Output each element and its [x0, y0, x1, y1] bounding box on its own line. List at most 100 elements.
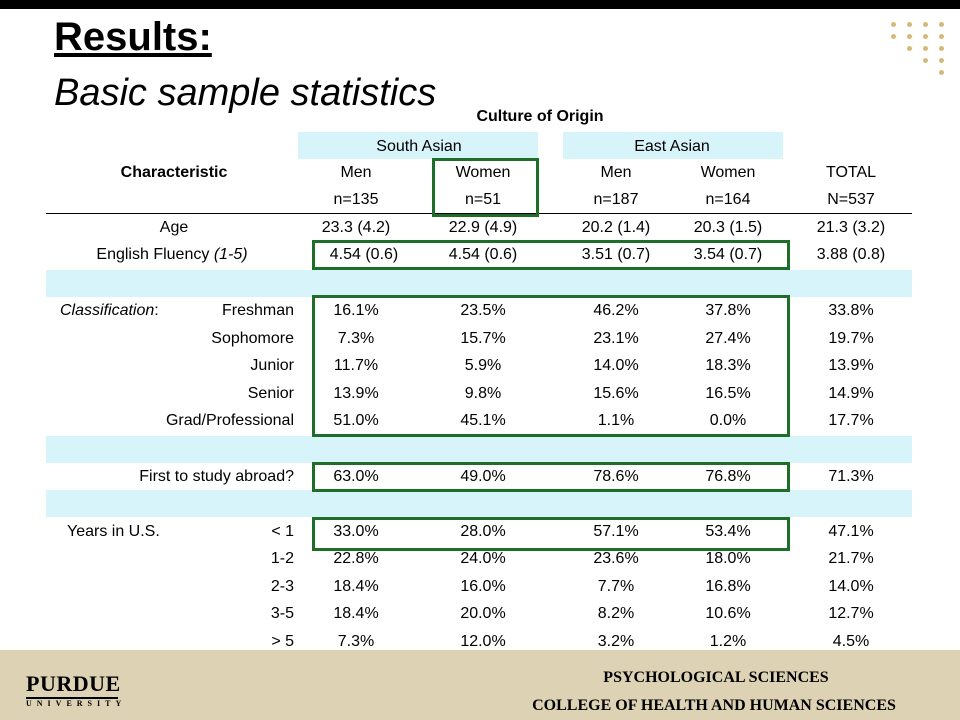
table-cell: 9.8%: [464, 385, 502, 402]
highlight-box-years-under-1: [312, 517, 790, 551]
section-band: [46, 270, 912, 297]
table-cell: 71.3%: [828, 468, 874, 485]
table-cell: 18.4%: [333, 578, 379, 595]
table-cell: 14.0%: [828, 578, 874, 595]
table-cell: 24.0%: [460, 550, 506, 567]
table-cell: 78.6%: [593, 468, 639, 485]
row-label: First to study abroad?: [139, 468, 294, 485]
row-label: Grad/Professional: [165, 412, 294, 429]
table-cell: 14.9%: [828, 385, 874, 402]
col-header: Women: [455, 164, 511, 181]
table-cell: 8.2%: [597, 605, 635, 622]
highlight-box-english-fluency: [312, 240, 790, 270]
col-header: Men: [600, 164, 632, 181]
table-cell: 49.0%: [460, 468, 506, 485]
table-cell: 46.2%: [593, 302, 639, 319]
highlight-box-first-abroad: [312, 462, 790, 492]
table-cell: 45.1%: [460, 412, 506, 429]
table-cell: 3.54 (0.7): [693, 246, 763, 263]
table-cell: 16.0%: [460, 578, 506, 595]
row-label: 3-5: [270, 605, 294, 622]
table-cell: 15.6%: [593, 385, 639, 402]
table-cell: 33.8%: [828, 302, 874, 319]
table-cell: 0.0%: [709, 412, 747, 429]
col-header: Men: [340, 164, 372, 181]
table-cell: 16.8%: [705, 578, 751, 595]
table-cell: 20.2 (1.4): [581, 219, 651, 236]
table-cell: 10.6%: [705, 605, 751, 622]
row-label: < 1: [271, 523, 294, 540]
table-cell: 4.54 (0.6): [448, 246, 518, 263]
col-n: n=187: [593, 191, 639, 208]
table-cell: 14.0%: [593, 357, 639, 374]
table-cell: 4.5%: [832, 633, 870, 650]
table-cell: 7.3%: [337, 330, 375, 347]
section-band: [46, 490, 912, 517]
table-cell: 33.0%: [333, 523, 379, 540]
table-cell: 76.8%: [705, 468, 751, 485]
table-cell: 63.0%: [333, 468, 379, 485]
row-label-english-fluency: English Fluency (1-5): [96, 246, 248, 263]
table-cell: 23.1%: [593, 330, 639, 347]
college-name: COLLEGE OF HEALTH AND HUMAN SCIENCES: [532, 697, 896, 714]
table-cell: 3.88 (0.8): [816, 246, 886, 263]
group-label-classification: Classification:: [60, 302, 159, 319]
table-cell: 12.0%: [460, 633, 506, 650]
group-label-years: Years in U.S.: [67, 523, 160, 540]
table-cell: 28.0%: [460, 523, 506, 540]
table-cell: 37.8%: [705, 302, 751, 319]
table-cell: 53.4%: [705, 523, 751, 540]
table-cell: 11.7%: [333, 357, 379, 374]
table-cell: 18.3%: [705, 357, 751, 374]
footer-bar: [0, 650, 960, 720]
culture-header: Culture of Origin: [476, 108, 604, 125]
purdue-logo: PURDUE UNIVERSITY: [26, 671, 127, 708]
section-band: [46, 436, 912, 463]
row-label: Senior: [247, 385, 294, 402]
table-cell: 23.3 (4.2): [321, 219, 391, 236]
table-cell: 16.5%: [705, 385, 751, 402]
table-cell: 17.7%: [828, 412, 874, 429]
group-east-asian: East Asian: [634, 138, 710, 155]
row-label-age: Age: [159, 219, 189, 236]
table-cell: 57.1%: [593, 523, 639, 540]
slide-subtitle: Basic sample statistics: [54, 72, 437, 114]
table-cell: 20.0%: [460, 605, 506, 622]
table-cell: 3.2%: [597, 633, 635, 650]
row-label: Sophomore: [211, 330, 294, 347]
row-label: Junior: [250, 357, 294, 374]
col-n: n=51: [464, 191, 502, 208]
characteristic-header: Characteristic: [120, 164, 228, 181]
col-header: Women: [700, 164, 756, 181]
table-cell: 47.1%: [828, 523, 874, 540]
row-label: 1-2: [270, 550, 294, 567]
table-cell: 7.3%: [337, 633, 375, 650]
decorative-dots: [886, 22, 952, 82]
table-cell: 1.2%: [709, 633, 747, 650]
table-cell: 23.6%: [593, 550, 639, 567]
table-cell: 3.51 (0.7): [581, 246, 651, 263]
table-cell: 19.7%: [828, 330, 874, 347]
table-cell: 20.3 (1.5): [693, 219, 763, 236]
table-cell: 27.4%: [705, 330, 751, 347]
table-cell: 22.8%: [333, 550, 379, 567]
table-cell: 4.54 (0.6): [329, 246, 399, 263]
east-asian-band: [563, 132, 783, 159]
header-rule: [46, 213, 912, 214]
department-name: PSYCHOLOGICAL SCIENCES: [603, 669, 829, 686]
col-n: N=537: [827, 191, 875, 208]
row-label: Freshman: [221, 302, 294, 319]
row-label: > 5: [271, 633, 294, 650]
table-cell: 16.1%: [333, 302, 379, 319]
table-cell: 1.1%: [597, 412, 635, 429]
table-cell: 22.9 (4.9): [448, 219, 518, 236]
group-south-asian: South Asian: [376, 138, 462, 155]
col-header: TOTAL: [825, 164, 877, 181]
table-cell: 23.5%: [460, 302, 506, 319]
table-cell: 13.9%: [333, 385, 379, 402]
table-cell: 13.9%: [828, 357, 874, 374]
slide-title: Results:: [54, 15, 212, 59]
col-n: n=135: [333, 191, 379, 208]
table-cell: 12.7%: [828, 605, 874, 622]
table-cell: 18.0%: [705, 550, 751, 567]
